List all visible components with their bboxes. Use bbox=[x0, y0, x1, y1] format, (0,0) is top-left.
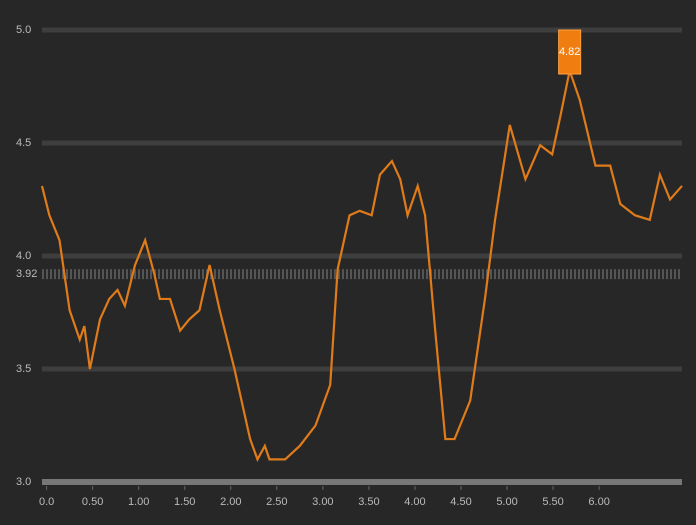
x-tick-label: 5.50 bbox=[542, 496, 563, 508]
x-tick-label: 6.00 bbox=[588, 496, 609, 508]
reference-label: 3.92 bbox=[16, 268, 37, 280]
y-tick-label: 5.0 bbox=[16, 24, 31, 36]
x-tick-label: 0.0 bbox=[39, 496, 54, 508]
y-tick-label: 4.0 bbox=[16, 250, 31, 262]
x-tick-label: 5.00 bbox=[496, 496, 517, 508]
annotation-box bbox=[558, 29, 582, 75]
y-tick-label: 3.5 bbox=[16, 363, 31, 375]
x-tick-label: 1.00 bbox=[128, 496, 149, 508]
annotation-label: 4.82 bbox=[559, 46, 580, 58]
x-tick-label: 1.50 bbox=[174, 496, 195, 508]
x-tick-label: 3.00 bbox=[312, 496, 333, 508]
x-tick-label: 2.50 bbox=[266, 496, 287, 508]
x-tick-label: 4.50 bbox=[450, 496, 471, 508]
x-tick-label: 3.50 bbox=[358, 496, 379, 508]
x-tick-label: 0.50 bbox=[82, 496, 103, 508]
series-line bbox=[40, 66, 683, 463]
x-tick-label: 4.00 bbox=[404, 496, 425, 508]
x-tick-label: 2.00 bbox=[220, 496, 241, 508]
y-tick-label: 4.5 bbox=[16, 137, 31, 149]
y-tick-label: 3.0 bbox=[16, 476, 31, 488]
